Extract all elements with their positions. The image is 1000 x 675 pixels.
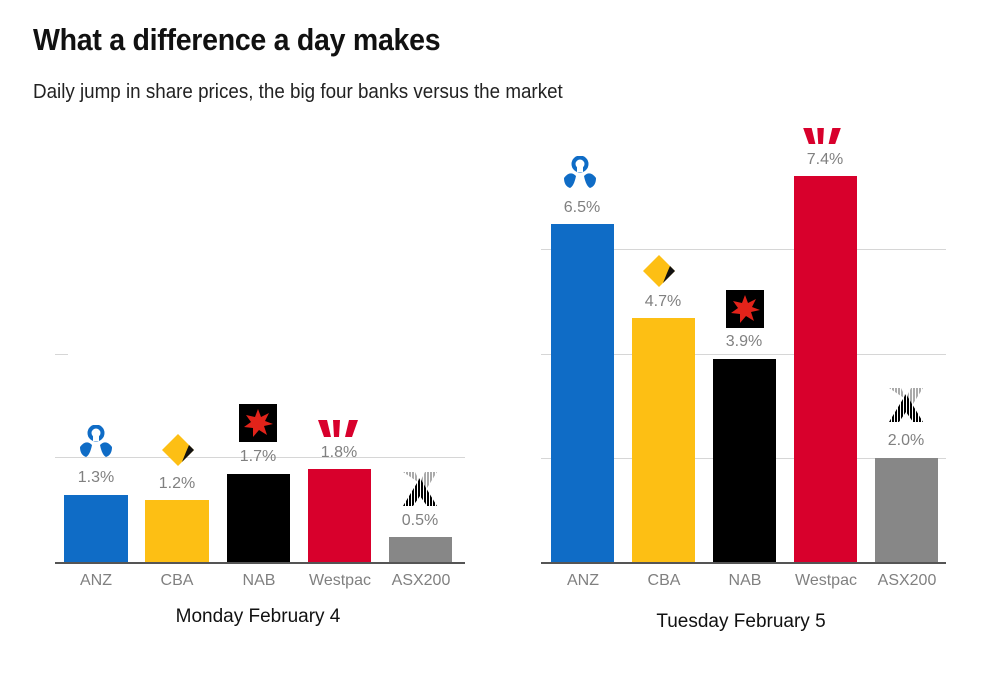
value-label: 4.7% — [644, 293, 682, 310]
bar-cba — [632, 318, 695, 562]
nab-logo-icon — [726, 290, 764, 328]
westpac-logo-icon — [318, 420, 358, 437]
category-label: Westpac — [795, 572, 857, 589]
x-axis — [541, 562, 946, 564]
value-label: 1.3% — [77, 469, 115, 486]
value-label: 1.7% — [239, 448, 277, 465]
gridline-4pct — [55, 354, 68, 355]
asx-logo-icon — [403, 472, 437, 506]
value-label: 1.2% — [158, 475, 196, 492]
bar-westpac — [794, 176, 857, 562]
category-label: ANZ — [80, 572, 112, 589]
chart-subtitle: Daily jump in share prices, the big four… — [33, 81, 563, 103]
gridline-4pct — [541, 354, 946, 355]
category-label: ASX200 — [391, 572, 451, 589]
gridline-6pct — [541, 249, 946, 250]
westpac-logo-icon — [803, 128, 841, 144]
chart-title: What a difference a day makes — [33, 22, 441, 57]
monday-caption: Monday February 4 — [175, 606, 341, 627]
value-label: 1.8% — [320, 444, 358, 461]
category-label: ANZ — [567, 572, 599, 589]
value-label: 6.5% — [563, 199, 601, 216]
bar-nab — [713, 359, 776, 562]
asx-logo-icon — [889, 388, 923, 422]
value-label: 2.0% — [887, 432, 925, 449]
cba-logo-icon — [643, 255, 675, 287]
bar-nab — [227, 474, 290, 562]
bar-anz — [551, 224, 614, 562]
nab-logo-icon — [239, 404, 277, 442]
category-label: CBA — [160, 572, 194, 589]
category-label: NAB — [242, 572, 276, 589]
category-label: ASX200 — [877, 572, 937, 589]
bar-asx200 — [389, 537, 452, 562]
anz-logo-icon — [564, 156, 596, 188]
category-label: Westpac — [309, 572, 371, 589]
category-label: NAB — [728, 572, 762, 589]
bar-cba — [145, 500, 209, 562]
cba-logo-icon — [162, 434, 194, 466]
value-label: 3.9% — [725, 333, 763, 350]
bar-westpac — [308, 469, 371, 562]
category-label: CBA — [647, 572, 681, 589]
tuesday-caption: Tuesday February 5 — [656, 611, 826, 632]
x-axis — [55, 562, 465, 564]
bar-anz — [64, 495, 128, 562]
bar-asx200 — [875, 458, 938, 562]
value-label: 0.5% — [401, 512, 439, 529]
gridline-2pct — [55, 457, 465, 458]
anz-logo-icon — [80, 425, 112, 457]
value-label: 7.4% — [806, 151, 844, 168]
